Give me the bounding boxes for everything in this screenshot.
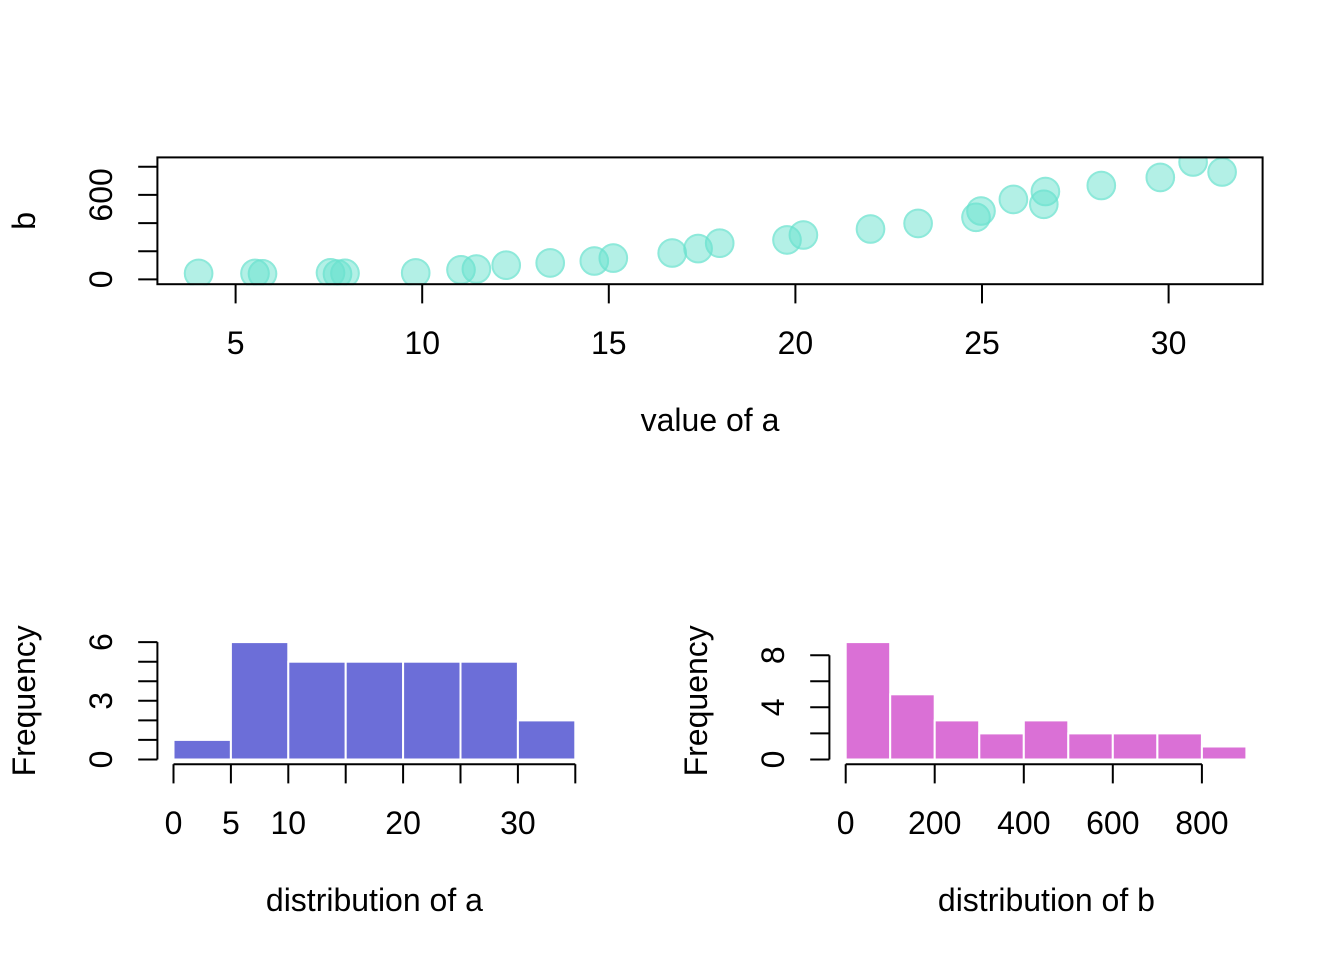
svg-text:value of a: value of a: [641, 402, 780, 438]
svg-text:25: 25: [964, 325, 1000, 361]
svg-text:0: 0: [83, 751, 119, 769]
svg-text:4: 4: [755, 698, 791, 716]
svg-text:distribution of b: distribution of b: [938, 882, 1155, 918]
svg-text:0: 0: [165, 805, 183, 841]
svg-text:Frequency: Frequency: [678, 625, 714, 776]
svg-text:0: 0: [83, 271, 119, 289]
svg-text:0: 0: [755, 751, 791, 769]
svg-text:3: 3: [83, 692, 119, 710]
svg-text:distribution of a: distribution of a: [266, 882, 483, 918]
svg-text:5: 5: [227, 325, 245, 361]
svg-text:600: 600: [1086, 805, 1139, 841]
svg-text:30: 30: [500, 805, 536, 841]
svg-text:8: 8: [755, 646, 791, 664]
svg-text:400: 400: [997, 805, 1050, 841]
svg-text:6: 6: [83, 633, 119, 651]
svg-text:600: 600: [83, 168, 119, 221]
svg-text:800: 800: [1175, 805, 1228, 841]
svg-text:Frequency: Frequency: [6, 625, 42, 776]
svg-text:15: 15: [591, 325, 627, 361]
svg-text:0: 0: [837, 805, 855, 841]
svg-text:10: 10: [404, 325, 440, 361]
svg-text:20: 20: [385, 805, 421, 841]
svg-text:30: 30: [1151, 325, 1187, 361]
svg-text:5: 5: [222, 805, 240, 841]
svg-text:10: 10: [271, 805, 307, 841]
svg-text:20: 20: [778, 325, 814, 361]
svg-text:b: b: [6, 212, 42, 230]
svg-text:200: 200: [908, 805, 961, 841]
